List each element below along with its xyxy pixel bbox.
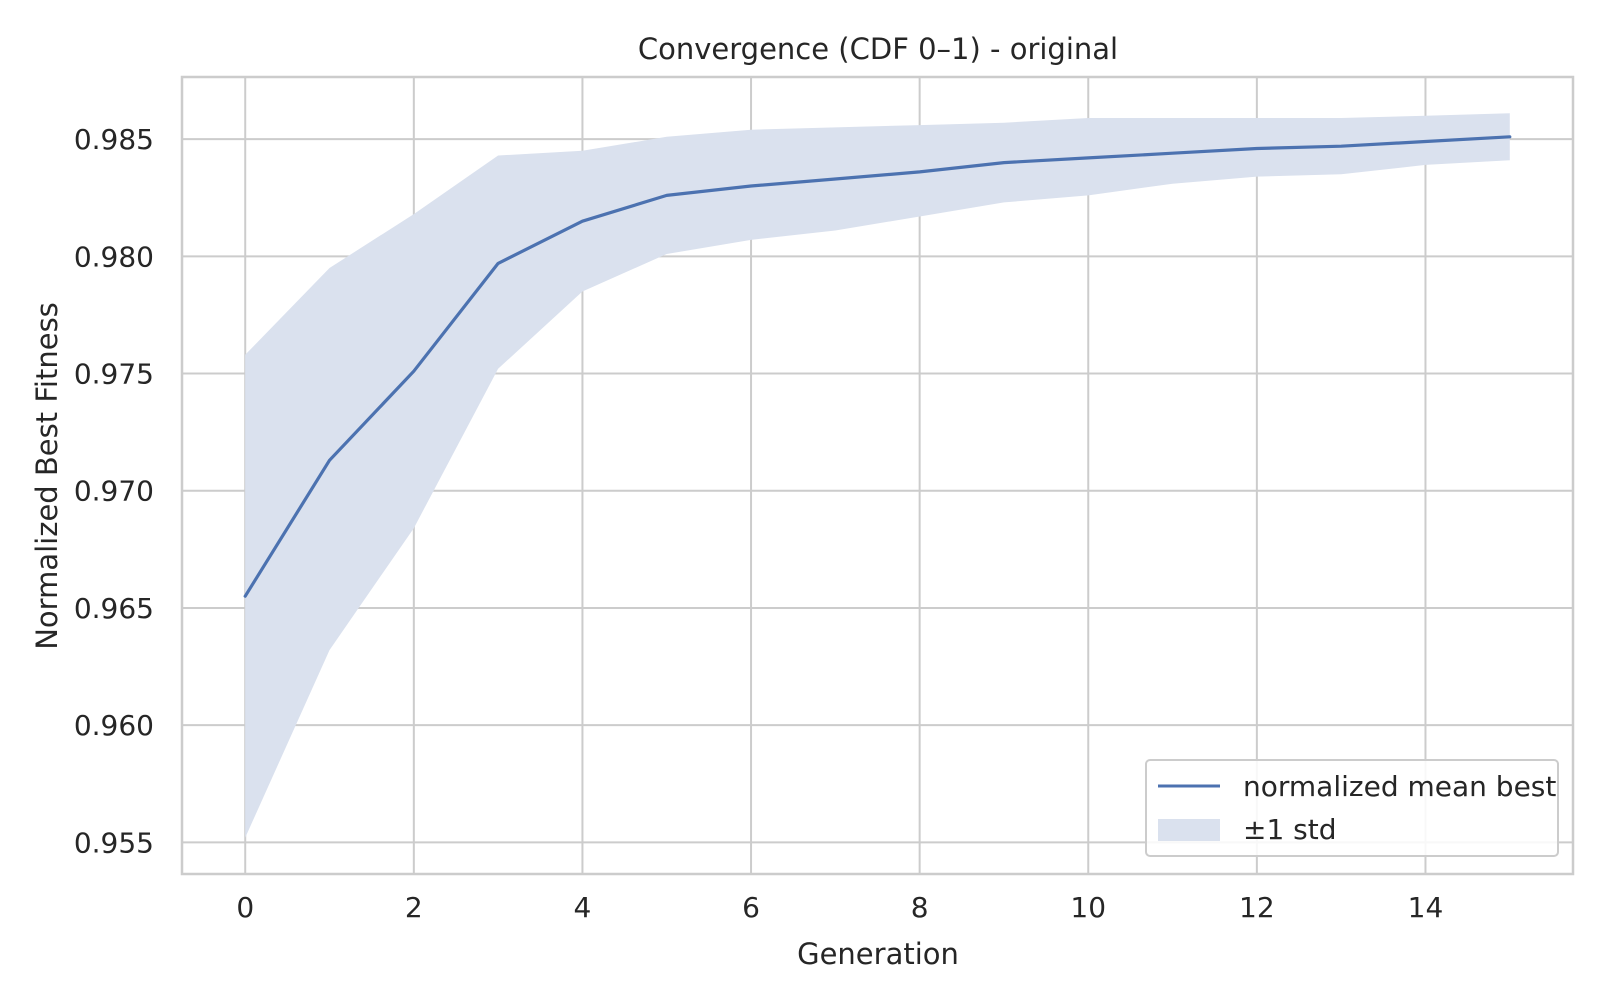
y-tick-label: 0.955: [74, 826, 154, 859]
y-tick-label: 0.980: [74, 240, 154, 273]
x-tick-label: 8: [911, 891, 929, 924]
y-tick-label: 0.970: [74, 475, 154, 508]
y-tick-label: 0.985: [74, 123, 154, 156]
x-tick-label: 2: [405, 891, 423, 924]
legend-box: [1145, 759, 1559, 857]
tick-labels: 0 2 4 6 8 10 12 14 0.955 0.960 0.965 0.970 0.975 0.98…: [74, 123, 1443, 924]
x-tick-label: 4: [574, 891, 592, 924]
x-tick-label: 10: [1070, 891, 1106, 924]
x-tick-label: 12: [1239, 891, 1275, 924]
x-axis-label: Generation: [797, 937, 959, 971]
mean-line-layer: [243, 135, 1512, 598]
y-tick-label: 0.965: [74, 592, 154, 625]
x-tick-label: 0: [236, 891, 254, 924]
mean-line: [243, 135, 1512, 598]
legend-label-std: ±1 std: [1243, 813, 1337, 846]
legend: normalized mean best ±1 std: [1145, 759, 1559, 857]
y-axis-label: Normalized Best Fitness: [30, 302, 64, 650]
legend-band-swatch: [1158, 819, 1220, 841]
x-tick-label: 14: [1408, 891, 1444, 924]
y-tick-label: 0.960: [74, 709, 154, 742]
std-band: [245, 113, 1510, 838]
x-tick-label: 6: [742, 891, 760, 924]
chart-title: Convergence (CDF 0–1) - original: [638, 32, 1118, 66]
legend-label-mean: normalized mean best: [1243, 770, 1556, 803]
plot-frame: [180, 75, 1575, 876]
std-band-layer: [245, 113, 1510, 838]
y-tick-label: 0.975: [74, 358, 154, 391]
